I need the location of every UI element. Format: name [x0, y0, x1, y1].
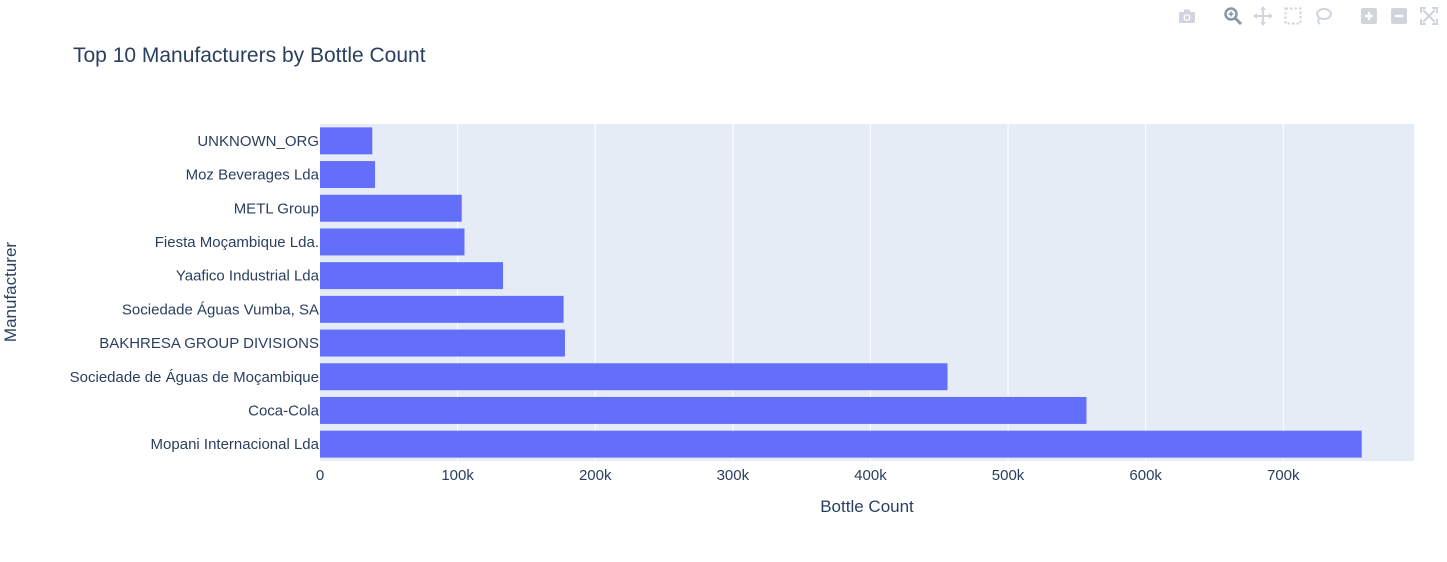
x-axis-title: Bottle Count: [820, 497, 914, 516]
x-tick-label: 500k: [992, 467, 1025, 484]
x-tick-label: 600k: [1129, 467, 1162, 484]
x-axis-ticks: 0 100k 200k 300k 400k 500k 600k 700k: [316, 467, 1300, 484]
x-tick-label: 200k: [579, 467, 612, 484]
y-tick-label: Mopani Internacional Lda: [151, 436, 320, 453]
bar[interactable]: [320, 363, 948, 391]
bar[interactable]: [320, 430, 1362, 458]
bar[interactable]: [320, 262, 504, 290]
chart-title: Top 10 Manufacturers by Bottle Count: [73, 44, 426, 67]
y-tick-label: Sociedade Águas Vumba, SA: [122, 301, 319, 318]
bar[interactable]: [320, 194, 462, 222]
modebar: [1175, 4, 1441, 28]
pan-icon[interactable]: [1251, 4, 1275, 28]
y-tick-label: BAKHRESA GROUP DIVISIONS: [99, 335, 319, 352]
y-axis-title: Manufacturer: [1, 242, 20, 342]
y-tick-label: Fiesta Moçambique Lda.: [155, 234, 319, 251]
y-tick-label: METL Group: [234, 200, 319, 217]
grid-lines: [457, 124, 1284, 461]
autoscale-icon[interactable]: [1417, 4, 1441, 28]
x-tick-label: 700k: [1267, 467, 1300, 484]
lasso-select-icon[interactable]: [1311, 4, 1335, 28]
bars: [320, 127, 1362, 458]
x-tick-label: 0: [316, 467, 324, 484]
x-tick-label: 300k: [717, 467, 750, 484]
bar[interactable]: [320, 295, 564, 323]
y-axis-ticks: UNKNOWN_ORG Moz Beverages Lda METL Group Fi…: [70, 133, 320, 453]
x-tick-label: 100k: [441, 467, 474, 484]
y-tick-label: Coca-Cola: [248, 402, 320, 419]
camera-icon[interactable]: [1175, 4, 1199, 28]
bar[interactable]: [320, 127, 373, 155]
y-tick-label: Sociedade de Águas de Moçambique: [70, 369, 319, 386]
x-tick-label: 400k: [854, 467, 887, 484]
box-select-icon[interactable]: [1281, 4, 1305, 28]
bar[interactable]: [320, 329, 565, 357]
y-tick-label: Moz Beverages Lda: [186, 167, 320, 184]
y-tick-label: Yaafico Industrial Lda: [176, 268, 320, 285]
bar[interactable]: [320, 396, 1087, 424]
bar[interactable]: [320, 228, 465, 256]
zoom-out-icon[interactable]: [1387, 4, 1411, 28]
y-tick-label: UNKNOWN_ORG: [197, 133, 319, 150]
zoom-icon[interactable]: [1221, 4, 1245, 28]
bar[interactable]: [320, 161, 376, 189]
zoom-in-icon[interactable]: [1357, 4, 1381, 28]
